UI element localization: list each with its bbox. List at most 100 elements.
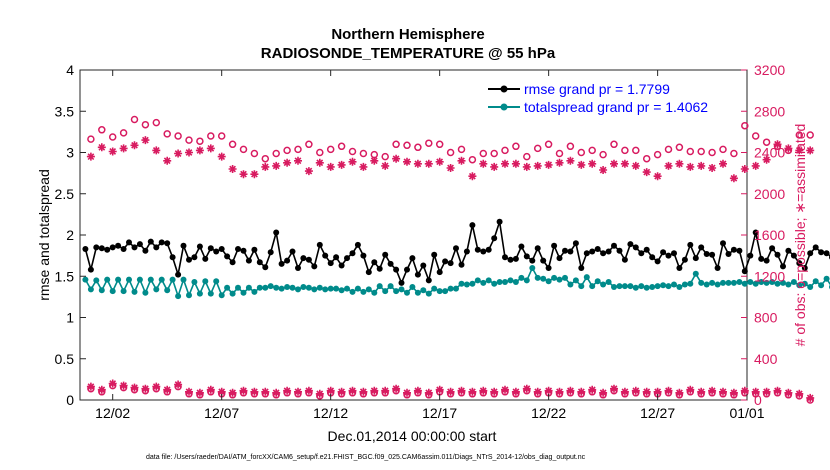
point-obs-possible (359, 149, 368, 158)
point-obs-assimilated (762, 155, 771, 164)
point-obs-assimilated-low- (762, 387, 771, 396)
y-right-tick-label: 2000 (754, 186, 785, 202)
point-rmse (567, 248, 574, 255)
point-obs-possible (751, 132, 760, 140)
point-obs-possible (468, 155, 477, 164)
point-obs-possible (642, 154, 651, 163)
point-rmse (420, 262, 427, 269)
point-obs-possible (217, 132, 226, 140)
point-spread (158, 276, 165, 283)
point-obs-assimilated-low- (719, 387, 727, 396)
point-obs-possible (632, 146, 640, 155)
point-spread (202, 278, 209, 285)
point-rmse (709, 251, 716, 258)
point-rmse (104, 246, 111, 253)
point-spread (196, 290, 203, 297)
point-rmse (660, 249, 667, 256)
point-obs-assimilated-low- (697, 387, 706, 396)
point-spread (164, 287, 171, 294)
point-obs-assimilated-low- (283, 386, 292, 395)
point-obs-possible (610, 140, 618, 149)
point-spread (671, 281, 677, 288)
point-obs-assimilated-low- (130, 383, 139, 392)
point-obs-possible (425, 139, 433, 147)
point-spread (654, 283, 661, 290)
point-spread (344, 285, 350, 292)
point-rmse (578, 265, 585, 271)
point-obs-assimilated (152, 146, 161, 155)
y-left-tick-label: 3 (66, 145, 74, 161)
point-obs-assimilated-low- (566, 386, 575, 395)
point-spread (251, 288, 258, 295)
point-obs-assimilated (108, 147, 117, 156)
point-obs-assimilated (610, 159, 618, 168)
point-obs-possible (185, 136, 193, 144)
point-obs-assimilated (239, 170, 248, 179)
point-spread (153, 286, 160, 293)
point-obs-possible (533, 144, 542, 153)
point-rmse (638, 250, 645, 257)
point-rmse (322, 252, 329, 259)
point-spread (447, 285, 454, 292)
point-spread (349, 288, 356, 295)
point-obs-assimilated-low- (97, 385, 106, 394)
point-rmse (431, 251, 438, 258)
point-obs-assimilated (304, 167, 313, 176)
point-spread (469, 280, 476, 287)
point-obs-assimilated (511, 159, 520, 168)
point-rmse (790, 252, 797, 259)
point-spread (496, 279, 503, 285)
point-obs-possible (446, 148, 455, 157)
point-obs-possible (544, 140, 553, 149)
y-left-tick-label: 1.5 (55, 268, 75, 284)
point-obs-assimilated-low- (446, 387, 455, 396)
point-spread (807, 284, 814, 290)
point-rmse (393, 266, 400, 273)
point-spread (311, 286, 318, 293)
point-spread (333, 285, 340, 292)
point-spread (180, 276, 187, 283)
legend-rmse-label: rmse grand pr = 1.7799 (524, 81, 670, 97)
point-obs-possible (239, 145, 248, 154)
point-spread (256, 284, 263, 291)
legend-box (484, 74, 742, 116)
point-obs-assimilated (206, 144, 215, 153)
y-right-tick-label: 1600 (754, 227, 785, 243)
point-obs-assimilated (348, 157, 357, 166)
point-rmse (818, 249, 825, 256)
point-rmse (812, 244, 819, 251)
point-obs-assimilated-low- (740, 386, 749, 395)
point-obs-assimilated-low- (206, 385, 215, 394)
point-rmse (496, 218, 503, 225)
point-rmse (654, 258, 661, 265)
footer-data-file: data file: /Users/raeder/DAI/ATM_forcXX/… (146, 454, 586, 461)
y-left-tick-label: 2.5 (55, 186, 75, 202)
point-obs-assimilated-low- (294, 387, 302, 396)
point-spread (747, 279, 754, 285)
point-rmse (338, 262, 345, 269)
point-spread (147, 276, 154, 283)
point-rmse (621, 256, 628, 263)
point-rmse (600, 250, 607, 257)
point-spread (583, 274, 590, 281)
point-rmse (627, 241, 634, 248)
point-spread (687, 280, 694, 287)
point-obs-assimilated (326, 162, 335, 171)
point-rmse (774, 251, 781, 258)
point-obs-assimilated-low- (174, 380, 183, 389)
point-obs-assimilated (403, 157, 411, 166)
point-spread (611, 284, 617, 290)
point-obs-assimilated (141, 136, 150, 145)
point-obs-assimilated-low- (806, 393, 815, 402)
point-obs-assimilated (664, 161, 673, 170)
point-obs-assimilated-low- (348, 386, 357, 395)
point-obs-assimilated (620, 159, 629, 168)
point-spread (458, 280, 465, 287)
point-spread (431, 285, 438, 292)
point-obs-assimilated-low- (185, 387, 193, 396)
point-spread (98, 287, 105, 294)
point-obs-possible (283, 146, 291, 155)
point-obs-assimilated (697, 161, 706, 170)
point-rmse (169, 254, 176, 261)
